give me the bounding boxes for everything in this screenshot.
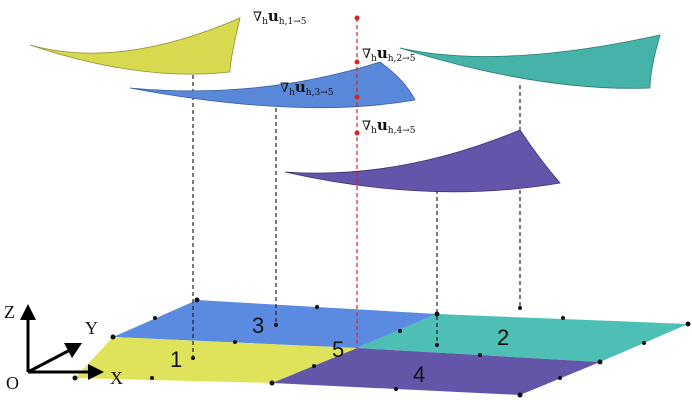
- label-part: h: [371, 126, 377, 136]
- axis-label: X: [110, 368, 123, 388]
- label-part: ∇: [362, 47, 371, 62]
- gradient-label: ∇huh,3→5: [280, 78, 334, 98]
- region-2: [357, 314, 688, 362]
- label-part: u: [295, 78, 306, 96]
- region-4: [272, 348, 600, 395]
- label-part: ∇: [280, 81, 289, 96]
- label-part: u: [377, 116, 388, 134]
- axis-label: Z: [4, 302, 15, 322]
- label-part: ∇: [253, 10, 262, 25]
- nodes: [72, 297, 691, 398]
- label-part: h: [262, 17, 268, 27]
- axis-label: O: [6, 373, 19, 393]
- label-part: ∇: [362, 119, 371, 134]
- region-1: [75, 337, 357, 383]
- gradient-label: ∇huh,4→5: [362, 116, 416, 136]
- axes: [20, 304, 104, 380]
- gradient-points: [354, 15, 360, 136]
- label-part: u: [268, 7, 279, 25]
- plane: [72, 297, 691, 398]
- region-label: 4: [413, 362, 425, 387]
- surface-4: [284, 129, 561, 193]
- gradient-label: ∇huh,1→5: [253, 7, 307, 27]
- surface-1: [29, 17, 241, 75]
- label-part: h,3→5: [306, 88, 334, 98]
- region-label: 1: [170, 347, 182, 372]
- surface-2: [399, 34, 661, 89]
- surface-3: [129, 61, 416, 109]
- axis-label: Y: [85, 318, 98, 338]
- label-part: u: [377, 44, 388, 62]
- label-part: h,4→5: [388, 126, 416, 136]
- region-label: 2: [497, 325, 509, 350]
- region-label: 5: [332, 337, 344, 362]
- label-part: h: [371, 54, 377, 64]
- region-label: 3: [252, 313, 264, 338]
- label-part: h: [289, 88, 295, 98]
- label-part: h,2→5: [388, 54, 416, 64]
- label-part: h,1→5: [279, 17, 307, 27]
- gradient-label: ∇huh,2→5: [362, 44, 416, 64]
